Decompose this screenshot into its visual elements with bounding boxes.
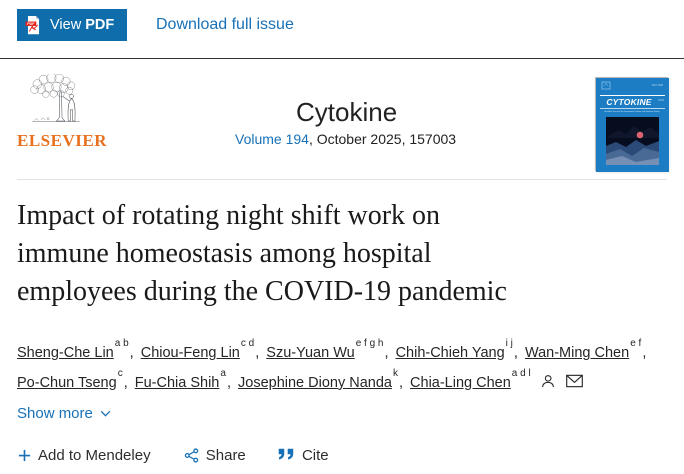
svg-text:An official Journal of the Int: An official Journal of the International… [604,110,659,113]
svg-text:PDF: PDF [27,21,35,25]
svg-text:CYTOKINE: CYTOKINE [606,97,651,107]
svg-text:MAY 2025: MAY 2025 [652,84,664,87]
svg-text:ICIS: ICIS [658,98,664,102]
